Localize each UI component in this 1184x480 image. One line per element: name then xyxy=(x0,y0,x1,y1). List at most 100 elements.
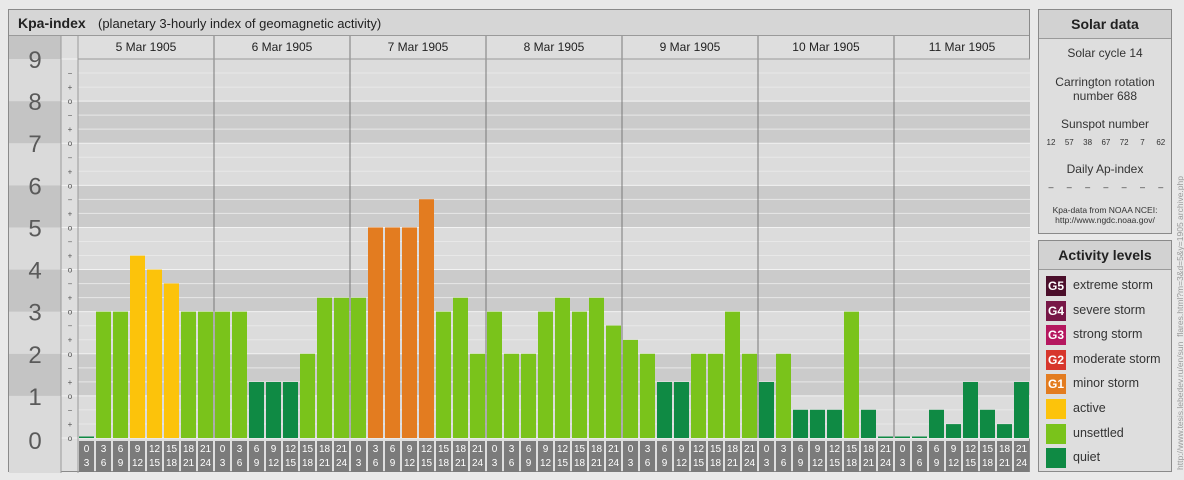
kp-bar xyxy=(623,339,638,438)
kp-bar xyxy=(708,353,723,438)
hour-label-start: 9 xyxy=(543,444,549,455)
ap-value: – xyxy=(1158,182,1164,192)
hour-label-start: 9 xyxy=(815,444,821,455)
hour-cell xyxy=(300,441,315,472)
kp-bar xyxy=(793,409,808,438)
kp-bar xyxy=(589,297,604,438)
source-line2: http://www.ngdc.noaa.gov/ xyxy=(1055,215,1155,225)
hour-cell xyxy=(368,441,383,472)
y-tick-label: 6 xyxy=(28,173,41,200)
hour-label-end: 6 xyxy=(373,458,379,469)
kp-bar xyxy=(317,297,332,438)
credit-text: http://www.tesis.lebedev.ru/en/sun_flare… xyxy=(1175,176,1184,470)
sunspot-values: 12 57 38 67 72 7 62 xyxy=(1042,138,1170,150)
sunspot-value: 67 xyxy=(1101,138,1111,147)
hour-cell xyxy=(487,441,502,472)
y-minor-tick-label: − xyxy=(68,364,73,373)
kp-bar xyxy=(878,436,893,438)
hour-label-end: 12 xyxy=(948,458,960,469)
hour-cell xyxy=(997,441,1012,472)
y-axis-band xyxy=(9,101,61,144)
hour-label-start: 0 xyxy=(764,444,770,455)
hour-label-end: 24 xyxy=(336,458,348,469)
kp-bar xyxy=(1014,381,1029,438)
hour-label-end: 24 xyxy=(880,458,892,469)
hour-label-end: 21 xyxy=(183,458,195,469)
hour-label-end: 3 xyxy=(764,458,770,469)
hour-label-start: 15 xyxy=(438,444,450,455)
hour-label-start: 21 xyxy=(336,444,348,455)
sunspot-value: 72 xyxy=(1119,138,1129,147)
kp-bar xyxy=(963,381,978,438)
legend-swatch xyxy=(1046,448,1066,469)
hour-label-end: 9 xyxy=(798,458,804,469)
hour-cell xyxy=(79,441,94,472)
hour-label-end: 15 xyxy=(965,458,977,469)
hour-label-start: 6 xyxy=(390,444,396,455)
hour-label-end: 18 xyxy=(574,458,586,469)
hour-label-start: 12 xyxy=(829,444,841,455)
sunspot-value: 7 xyxy=(1140,138,1145,147)
legend-swatch: G2 xyxy=(1046,349,1066,370)
hour-label-end: 9 xyxy=(118,458,124,469)
y-minor-tick-label: o xyxy=(68,392,73,401)
source-line1: Kpa-data from NOAA NCEI: xyxy=(1052,205,1158,215)
kp-band xyxy=(78,59,1030,102)
kp-bar xyxy=(300,353,315,438)
y-minor-tick-label: o xyxy=(68,97,73,106)
kp-bar xyxy=(606,325,621,438)
hour-cell xyxy=(844,441,859,472)
hour-label-end: 9 xyxy=(934,458,940,469)
ap-value: – xyxy=(1066,182,1072,192)
hour-label-start: 6 xyxy=(118,444,124,455)
kp-band xyxy=(78,185,1030,228)
hour-label-end: 9 xyxy=(526,458,532,469)
hour-label-start: 0 xyxy=(84,444,90,455)
hour-cell xyxy=(436,441,451,472)
hour-cell xyxy=(181,441,196,472)
kp-bar xyxy=(980,409,995,438)
ap-value: – xyxy=(1139,182,1145,192)
sunspot-value: 62 xyxy=(1156,138,1166,147)
hour-label-end: 12 xyxy=(676,458,688,469)
hour-cell xyxy=(725,441,740,472)
y-minor-tick-label: + xyxy=(68,294,73,303)
y-axis-band xyxy=(9,185,61,228)
hour-label-start: 21 xyxy=(880,444,892,455)
hour-cell xyxy=(504,441,519,472)
hour-label-end: 24 xyxy=(608,458,620,469)
hour-cell xyxy=(623,441,638,472)
hour-label-end: 21 xyxy=(999,458,1011,469)
hour-label-start: 12 xyxy=(557,444,569,455)
kp-bar xyxy=(164,283,179,438)
hour-cell xyxy=(657,441,672,472)
ap-label: Daily Ap-index xyxy=(1066,162,1144,176)
solar-cycle: Solar cycle 14 xyxy=(1067,46,1143,60)
hour-label-start: 12 xyxy=(421,444,433,455)
y-minor-tick-label: + xyxy=(68,420,73,429)
hour-label-end: 24 xyxy=(200,458,212,469)
kp-bar xyxy=(810,409,825,438)
kp-bar xyxy=(691,353,706,438)
hour-cell xyxy=(929,441,944,472)
kp-bar xyxy=(334,297,349,438)
ap-values: – – – – – – – xyxy=(1042,182,1170,194)
hour-cell xyxy=(283,441,298,472)
day-label: 8 Mar 1905 xyxy=(524,40,585,54)
legend-swatch: G3 xyxy=(1046,325,1066,346)
hour-label-start: 6 xyxy=(254,444,260,455)
hour-cell xyxy=(521,441,536,472)
hour-label-start: 18 xyxy=(183,444,195,455)
hour-cell xyxy=(453,441,468,472)
kp-bar xyxy=(929,409,944,438)
hour-label-end: 15 xyxy=(829,458,841,469)
hour-label-end: 15 xyxy=(149,458,161,469)
hour-label-start: 3 xyxy=(509,444,515,455)
hour-label-start: 6 xyxy=(526,444,532,455)
hour-cell xyxy=(147,441,162,472)
hour-label-end: 9 xyxy=(254,458,260,469)
hour-cell xyxy=(198,441,213,472)
kp-bar xyxy=(130,255,145,438)
hour-label-end: 24 xyxy=(744,458,756,469)
hour-cell xyxy=(742,441,757,472)
